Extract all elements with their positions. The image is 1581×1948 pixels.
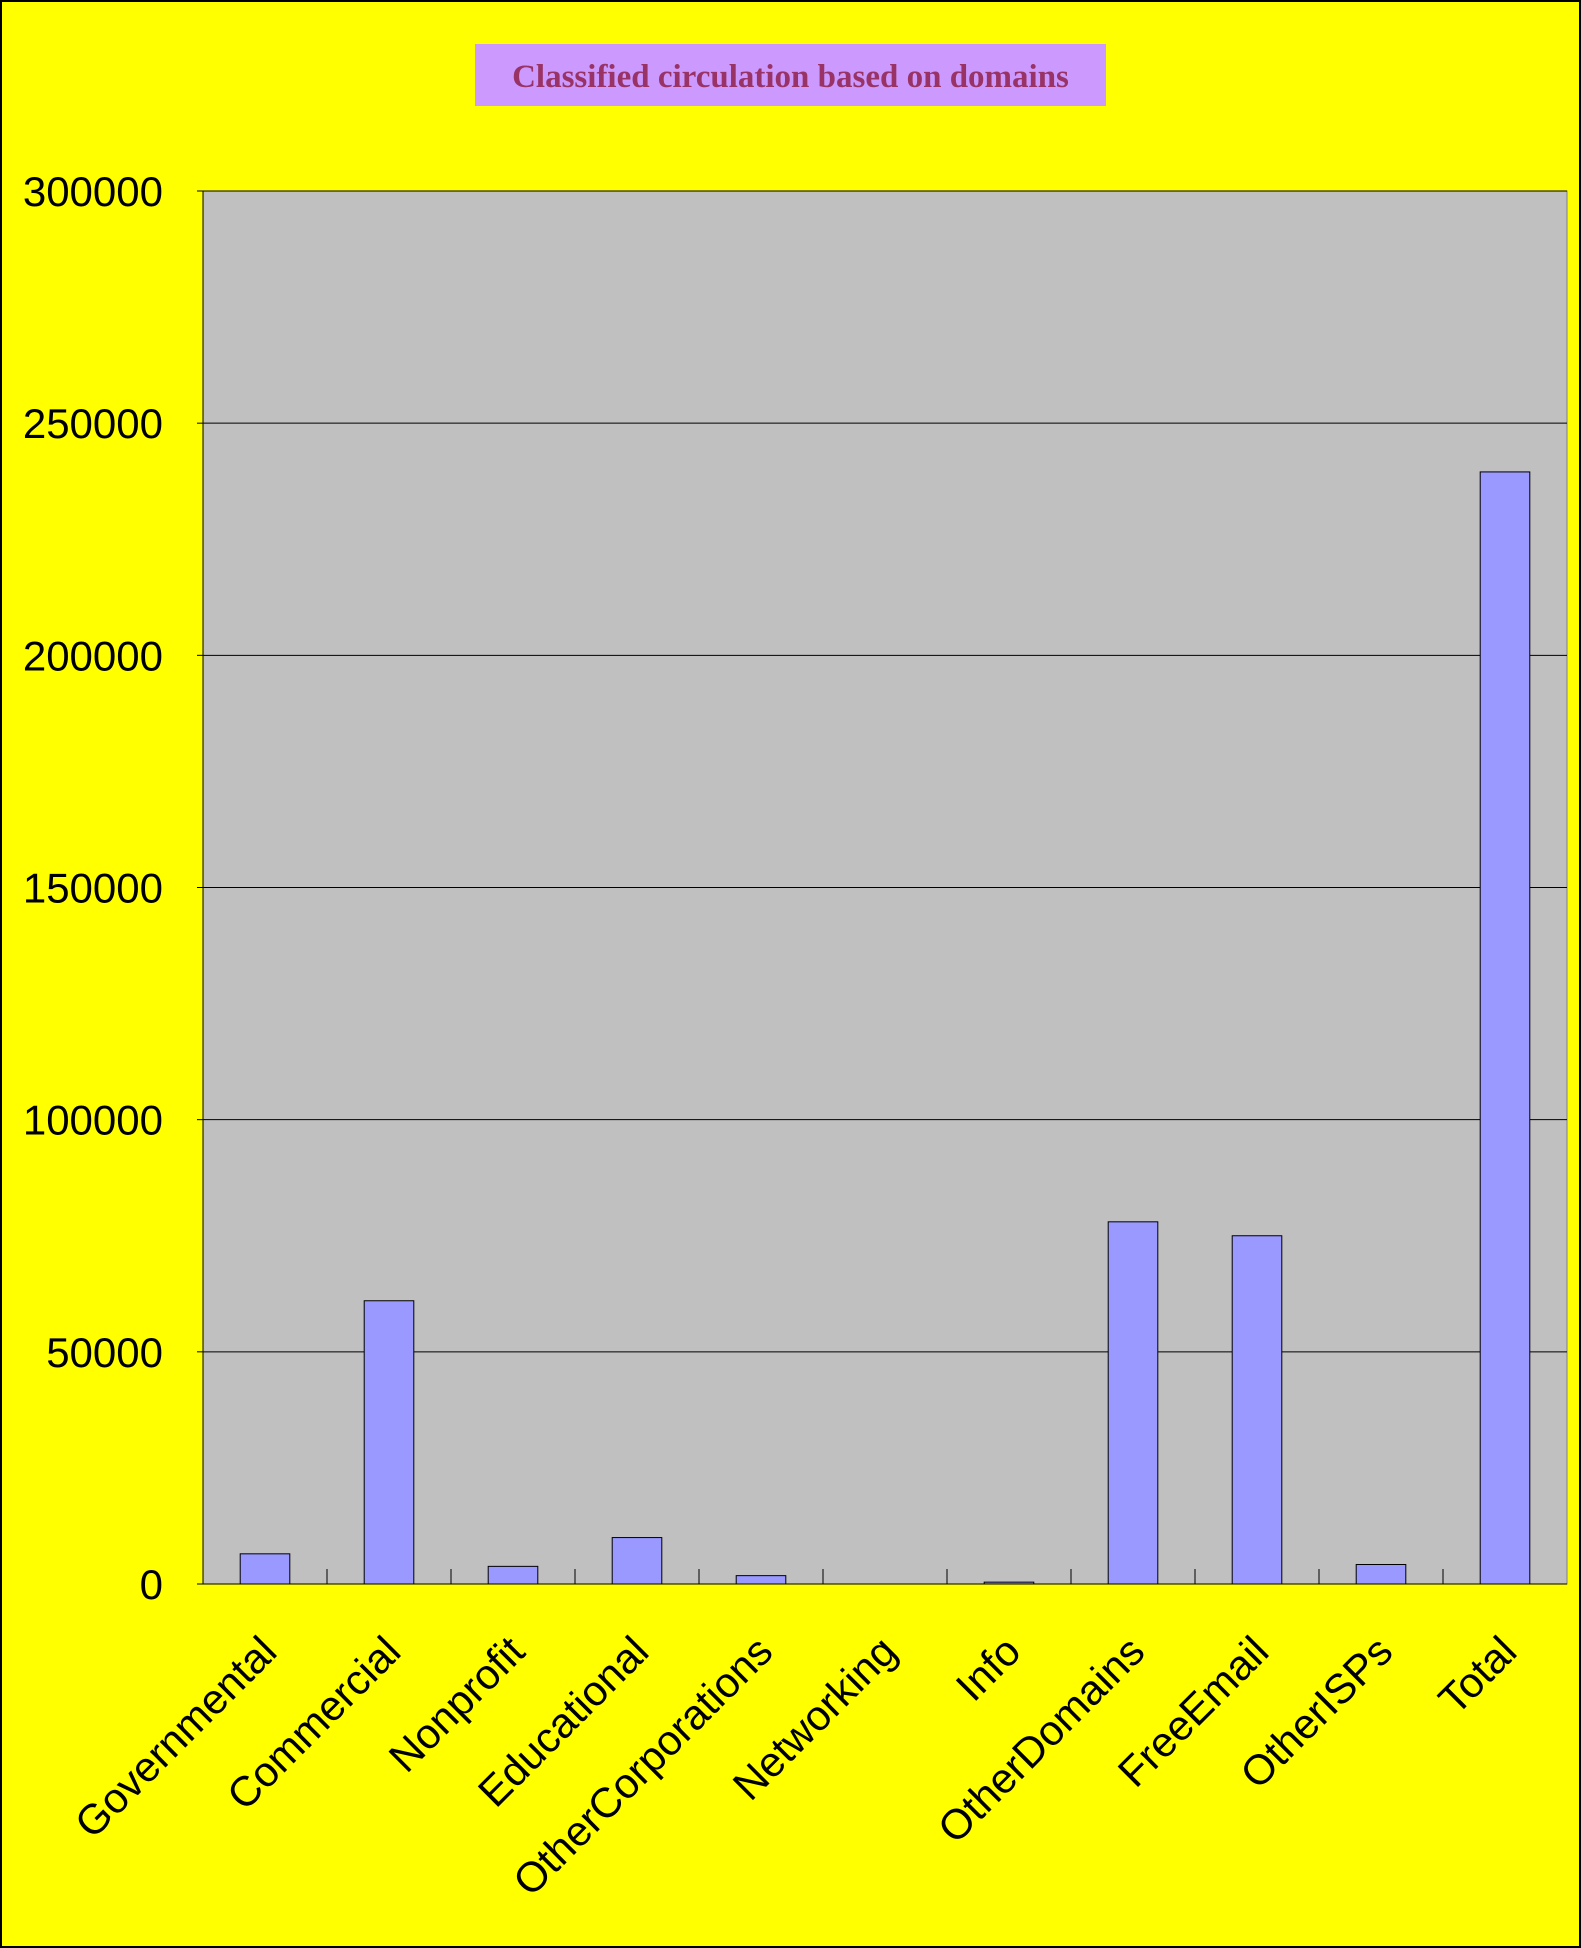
bar <box>1231 1235 1283 1585</box>
bar <box>611 1537 663 1585</box>
y-axis: 0 50000 100000 150000 200000 250000 300000 <box>23 168 204 1608</box>
bars <box>239 471 1531 1585</box>
chart-title-box <box>475 44 1106 106</box>
bar <box>983 1581 1035 1585</box>
bar <box>487 1565 539 1585</box>
y-tick-label: 250000 <box>23 400 163 447</box>
chart-title: Classified circulation based on domains <box>475 44 1106 106</box>
y-tick-label: 50000 <box>46 1329 163 1376</box>
bar <box>1479 471 1531 1585</box>
bar <box>239 1553 291 1585</box>
bar <box>1355 1563 1407 1585</box>
bar <box>735 1575 787 1585</box>
bar <box>1107 1221 1159 1585</box>
y-tick-label: 0 <box>140 1561 163 1608</box>
gridlines <box>203 190 1567 1353</box>
bar <box>363 1300 415 1585</box>
y-tick-label: 100000 <box>23 1097 163 1144</box>
y-tick-label: 200000 <box>23 632 163 679</box>
chart-title-text: Classified circulation based on domains <box>512 59 1069 95</box>
y-tick-label: 150000 <box>23 865 163 912</box>
y-tick-label: 300000 <box>23 168 163 215</box>
